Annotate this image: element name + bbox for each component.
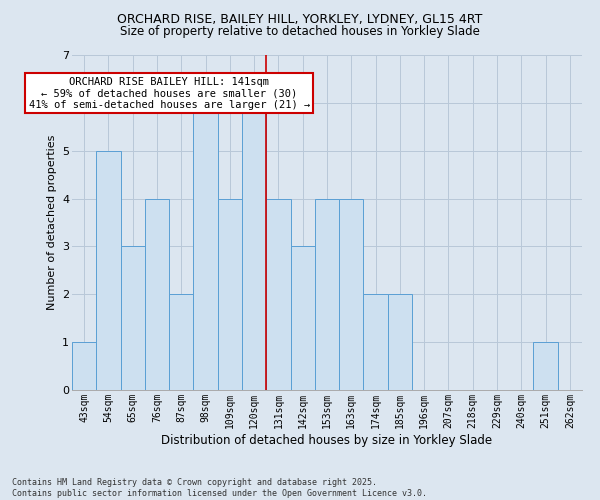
Bar bbox=[266, 198, 290, 390]
Bar bbox=[388, 294, 412, 390]
Bar bbox=[96, 150, 121, 390]
Bar bbox=[533, 342, 558, 390]
Text: ORCHARD RISE BAILEY HILL: 141sqm
← 59% of detached houses are smaller (30)
41% o: ORCHARD RISE BAILEY HILL: 141sqm ← 59% o… bbox=[29, 76, 310, 110]
Bar bbox=[121, 246, 145, 390]
Bar bbox=[242, 103, 266, 390]
Text: Size of property relative to detached houses in Yorkley Slade: Size of property relative to detached ho… bbox=[120, 25, 480, 38]
Bar bbox=[169, 294, 193, 390]
Bar bbox=[364, 294, 388, 390]
Y-axis label: Number of detached properties: Number of detached properties bbox=[47, 135, 56, 310]
Bar bbox=[290, 246, 315, 390]
Bar bbox=[145, 198, 169, 390]
Text: ORCHARD RISE, BAILEY HILL, YORKLEY, LYDNEY, GL15 4RT: ORCHARD RISE, BAILEY HILL, YORKLEY, LYDN… bbox=[118, 12, 482, 26]
Bar bbox=[339, 198, 364, 390]
Bar bbox=[72, 342, 96, 390]
Text: Contains HM Land Registry data © Crown copyright and database right 2025.
Contai: Contains HM Land Registry data © Crown c… bbox=[12, 478, 427, 498]
Bar bbox=[218, 198, 242, 390]
Bar bbox=[193, 103, 218, 390]
Bar bbox=[315, 198, 339, 390]
X-axis label: Distribution of detached houses by size in Yorkley Slade: Distribution of detached houses by size … bbox=[161, 434, 493, 446]
